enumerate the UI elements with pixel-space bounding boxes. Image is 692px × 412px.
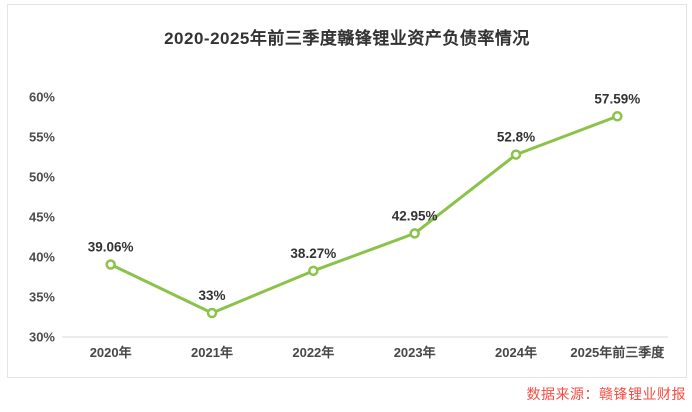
chart-title: 2020-2025年前三季度赣锋锂业资产负债率情况 [164, 29, 530, 48]
data-point-label: 39.06% [88, 240, 134, 255]
chart-card: 2020-2025年前三季度赣锋锂业资产负债率情况 [7, 4, 687, 378]
data-point-marker [105, 259, 116, 270]
y-axis-tick-label: 60% [29, 90, 55, 105]
y-axis-tick-label: 45% [29, 210, 55, 225]
y-axis-tick-label: 50% [29, 170, 55, 185]
data-point-marker [409, 228, 420, 239]
data-point-label: 52.8% [497, 130, 535, 145]
data-point-label: 33% [198, 288, 225, 303]
data-point-label: 57.59% [594, 91, 640, 106]
data-point-marker [308, 265, 319, 277]
data-point-marker [510, 149, 522, 160]
x-axis-label: 2024年 [495, 345, 537, 360]
x-axis-label: 2022年 [292, 345, 334, 360]
data-point-label: 38.27% [290, 246, 336, 261]
y-axis-tick-label: 40% [29, 250, 55, 265]
x-axis-label: 2025年前三季度 [570, 345, 665, 360]
y-axis-tick-label: 30% [29, 330, 55, 345]
y-axis-tick-label: 55% [29, 130, 55, 145]
data-point-marker [612, 111, 623, 122]
series-line [109, 114, 619, 315]
x-axis-label: 2023年 [394, 345, 436, 360]
x-axis-label: 2021年 [191, 345, 233, 360]
data-point-marker [206, 307, 218, 319]
y-axis-tick-label: 35% [29, 290, 55, 305]
data-source-label: 数据来源：赣锋锂业财报 [526, 386, 686, 402]
data-point-label: 42.95% [392, 208, 438, 223]
x-axis-label: 2020年 [90, 345, 132, 360]
